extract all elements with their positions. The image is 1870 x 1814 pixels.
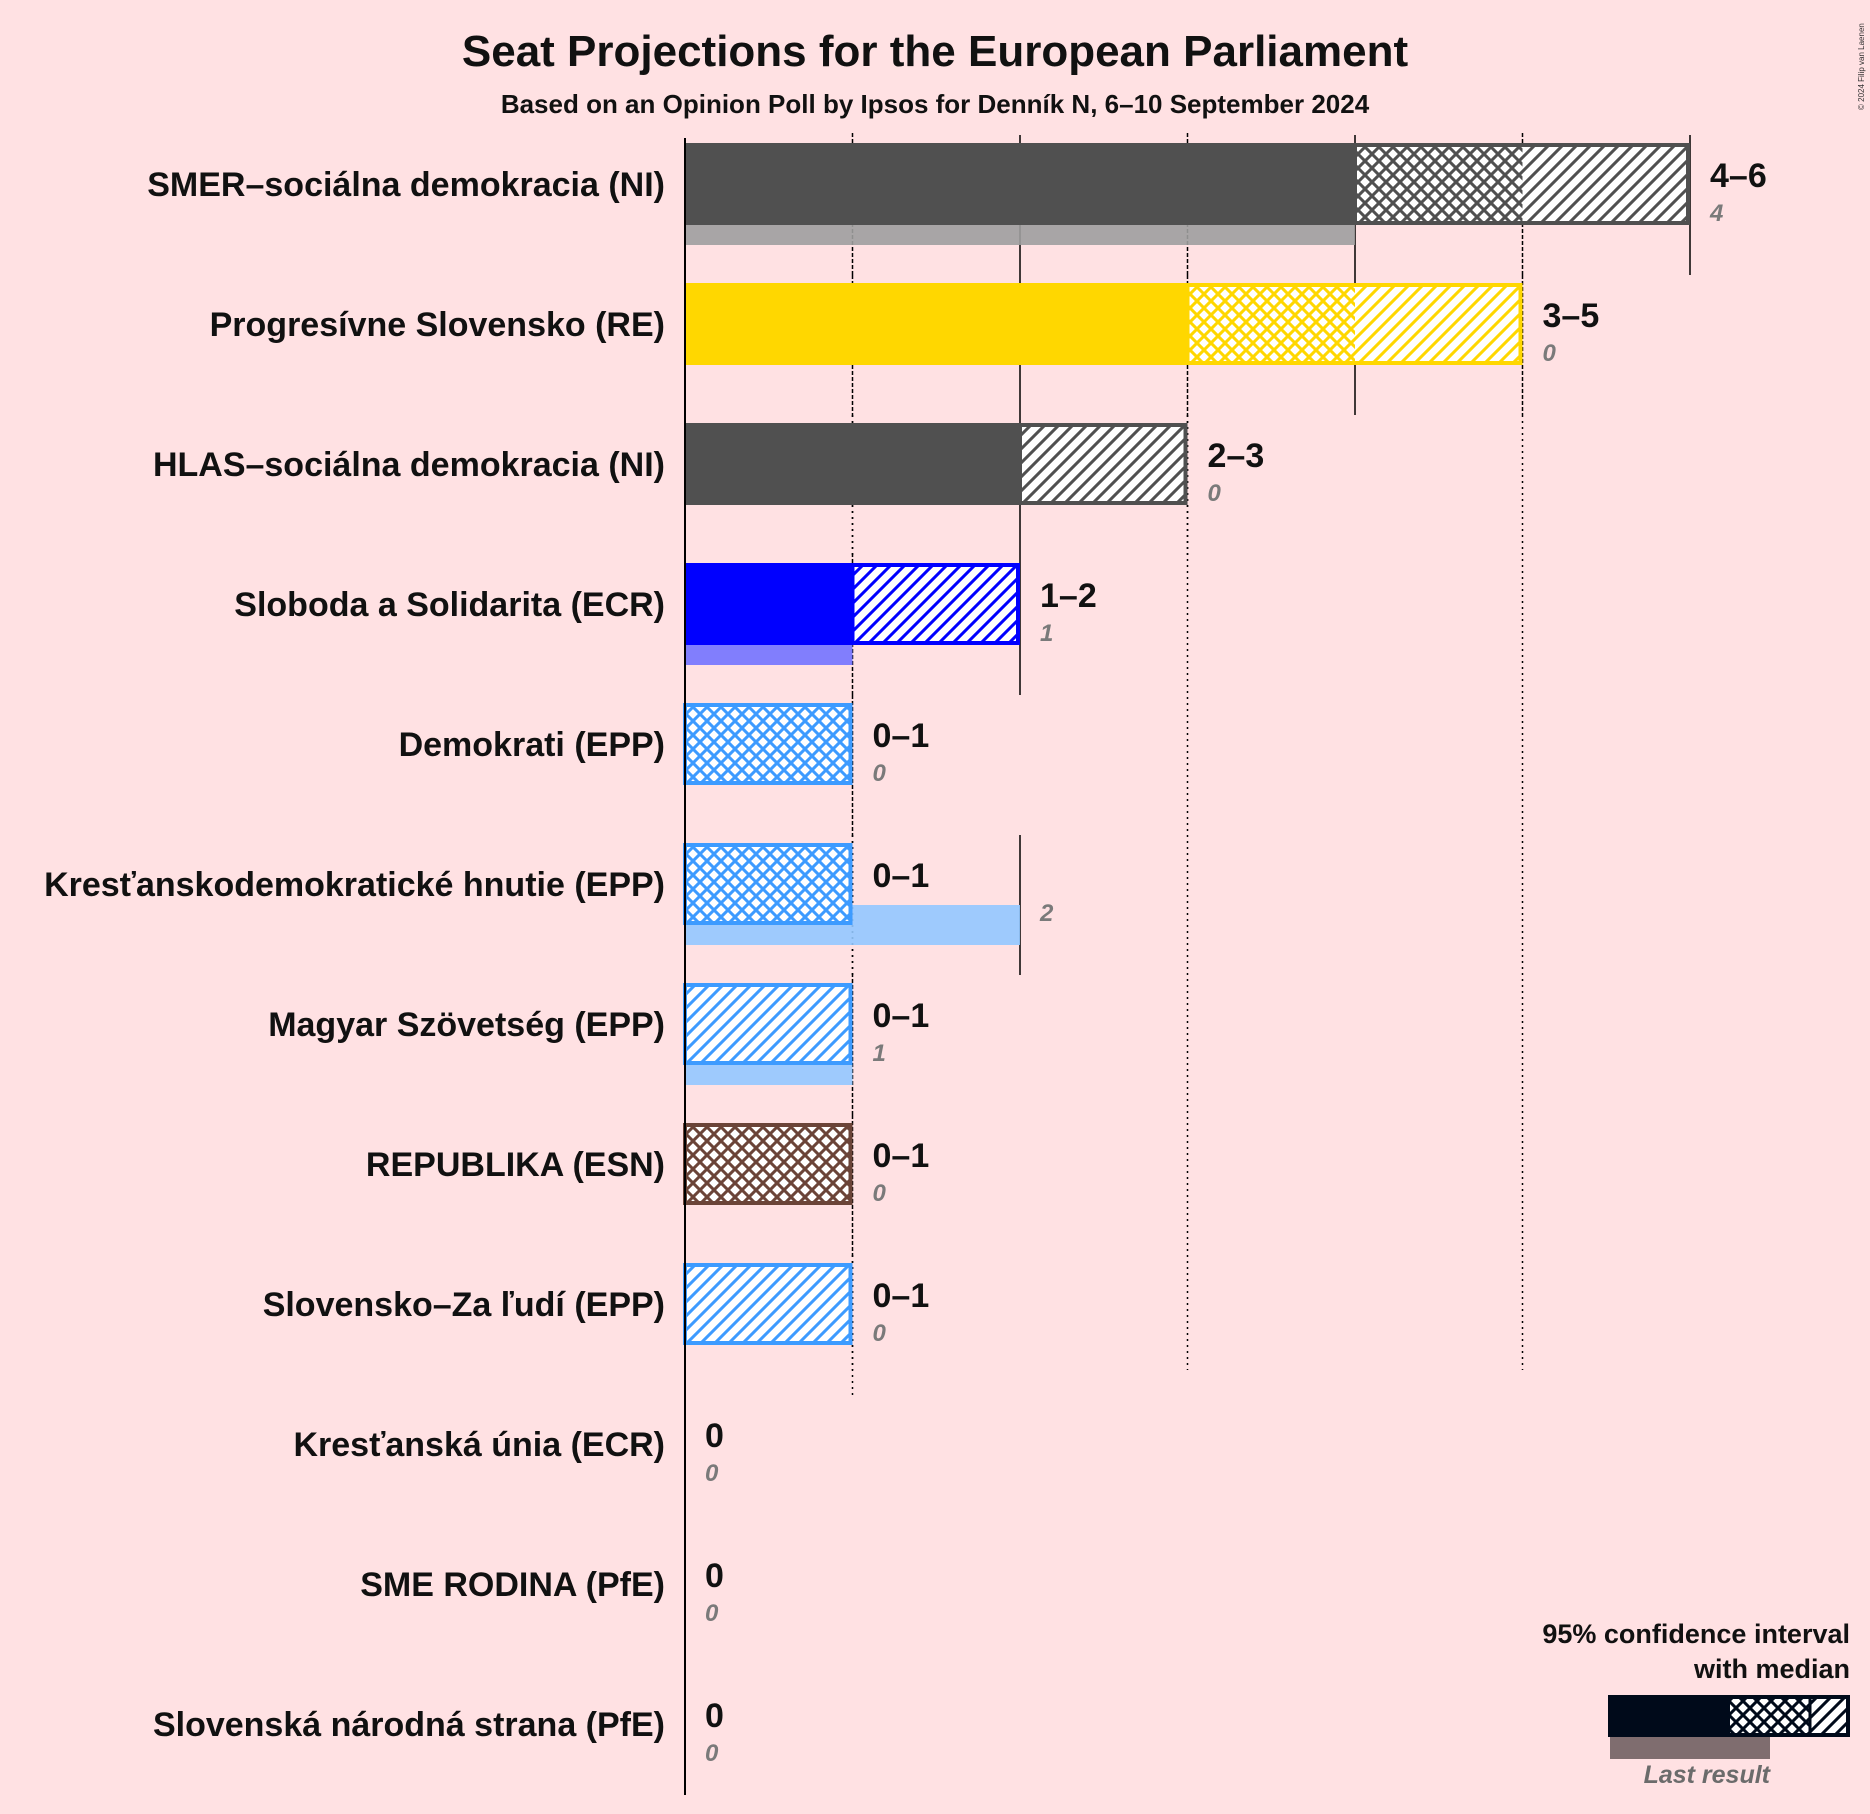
last-result-label: 0 — [705, 1460, 719, 1487]
last-result-label: 0 — [873, 760, 887, 787]
range-label: 0–1 — [873, 717, 930, 755]
range-label: 2–3 — [1208, 437, 1265, 475]
party-row: Demokrati (EPP) 0–1 0 — [399, 695, 930, 835]
range-label: 3–5 — [1543, 297, 1600, 335]
party-row: Sloboda a Solidarita (ECR) 1–2 1 — [234, 555, 1097, 695]
ci-hatch-bar — [1020, 423, 1188, 505]
party-row: Slovensko–Za ľudí (EPP) 0–1 0 — [263, 1255, 930, 1395]
range-label: 0–1 — [873, 1137, 930, 1175]
ci-outline — [1018, 423, 1188, 505]
party-row: SMER–sociálna demokracia (NI) 4–6 4 — [147, 135, 1767, 275]
legend-outline — [1726, 1695, 1850, 1737]
legend-solid-bar — [1608, 1695, 1728, 1737]
range-label: 4–6 — [1710, 157, 1767, 195]
range-label: 0 — [705, 1697, 724, 1735]
party-name: Kresťanskodemokratické hnutie (EPP) — [44, 866, 665, 904]
last-result-label: 0 — [1543, 340, 1557, 367]
last-result-label: 1 — [1040, 620, 1053, 647]
party-name: SMER–sociálna demokracia (NI) — [147, 166, 665, 204]
chart-title: Seat Projections for the European Parlia… — [462, 27, 1409, 76]
last-result-label: 4 — [1709, 200, 1723, 227]
legend-last-result-label: Last result — [1644, 1761, 1772, 1789]
party-name: Slovensko–Za ľudí (EPP) — [263, 1286, 665, 1324]
ci-hatch-bar — [685, 983, 853, 1065]
party-name: REPUBLIKA (ESN) — [366, 1146, 665, 1184]
ci-cross-hatch-bar — [685, 1123, 853, 1205]
party-name: Magyar Szövetség (EPP) — [268, 1006, 665, 1044]
party-name: HLAS–sociálna demokracia (NI) — [153, 446, 665, 484]
legend-hatch-bar — [1810, 1695, 1850, 1737]
party-rows: SMER–sociálna demokracia (NI) 4–6 4 Progres… — [44, 135, 1767, 1767]
legend: 95% confidence interval with median Last… — [1542, 1619, 1850, 1789]
ci-cross-hatch-bar — [685, 843, 853, 925]
ci-outline — [1353, 143, 1690, 225]
last-result-label: 0 — [1208, 480, 1222, 507]
party-row: REPUBLIKA (ESN) 0–1 0 — [366, 1115, 929, 1255]
party-name: Kresťanská únia (ECR) — [293, 1426, 665, 1464]
ci-outline — [1185, 283, 1523, 365]
last-result-label: 0 — [705, 1600, 719, 1627]
ci-hatch-bar — [685, 1263, 853, 1345]
party-name: Progresívne Slovensko (RE) — [210, 306, 665, 344]
ci-cross-hatch-bar — [1187, 283, 1355, 365]
ci-solid-bar — [685, 283, 1188, 365]
range-label: 0–1 — [873, 857, 930, 895]
party-row: Kresťanská únia (ECR) 0 0 — [293, 1417, 723, 1487]
last-result-label: 0 — [873, 1180, 887, 1207]
ci-cross-hatch-bar — [1355, 143, 1523, 225]
ci-hatch-bar — [852, 563, 1020, 645]
party-row: Progresívne Slovensko (RE) 3–5 0 — [210, 275, 1600, 415]
range-label: 0–1 — [873, 1277, 930, 1315]
range-label: 0 — [705, 1557, 724, 1595]
legend-line1: 95% confidence interval — [1542, 1619, 1850, 1649]
legend-cross-hatch-bar — [1728, 1695, 1810, 1737]
party-row: Kresťanskodemokratické hnutie (EPP) 0–1 2 — [44, 835, 1054, 975]
last-result-label: 0 — [873, 1320, 887, 1347]
range-label: 0 — [705, 1417, 724, 1455]
last-result-label: 2 — [1039, 900, 1054, 927]
party-name: SME RODINA (PfE) — [360, 1566, 665, 1604]
range-label: 0–1 — [873, 997, 930, 1035]
copyright-note: © 2024 Filip van Laenen — [1857, 23, 1866, 110]
last-result-label: 0 — [705, 1740, 719, 1767]
party-row: Magyar Szövetség (EPP) 0–1 1 — [268, 975, 929, 1115]
ci-hatch-bar — [1522, 143, 1690, 225]
ci-outline — [850, 563, 1020, 645]
party-name: Demokrati (EPP) — [399, 726, 665, 764]
party-row: HLAS–sociálna demokracia (NI) 2–3 0 — [153, 415, 1264, 555]
ci-hatch-bar — [1355, 283, 1523, 365]
ci-solid-bar — [685, 563, 853, 645]
last-result-label: 1 — [873, 1040, 886, 1067]
ci-solid-bar — [685, 143, 1355, 225]
legend-line2: with median — [1693, 1654, 1850, 1684]
party-name: Slovenská národná strana (PfE) — [153, 1706, 665, 1744]
chart-subtitle: Based on an Opinion Poll by Ipsos for De… — [501, 89, 1370, 119]
party-name: Sloboda a Solidarita (ECR) — [234, 586, 665, 624]
party-row: SME RODINA (PfE) 0 0 — [360, 1557, 724, 1627]
range-label: 1–2 — [1040, 577, 1097, 615]
ci-cross-hatch-bar — [685, 703, 853, 785]
party-row: Slovenská národná strana (PfE) 0 0 — [153, 1697, 724, 1767]
ci-solid-bar — [685, 423, 1020, 505]
